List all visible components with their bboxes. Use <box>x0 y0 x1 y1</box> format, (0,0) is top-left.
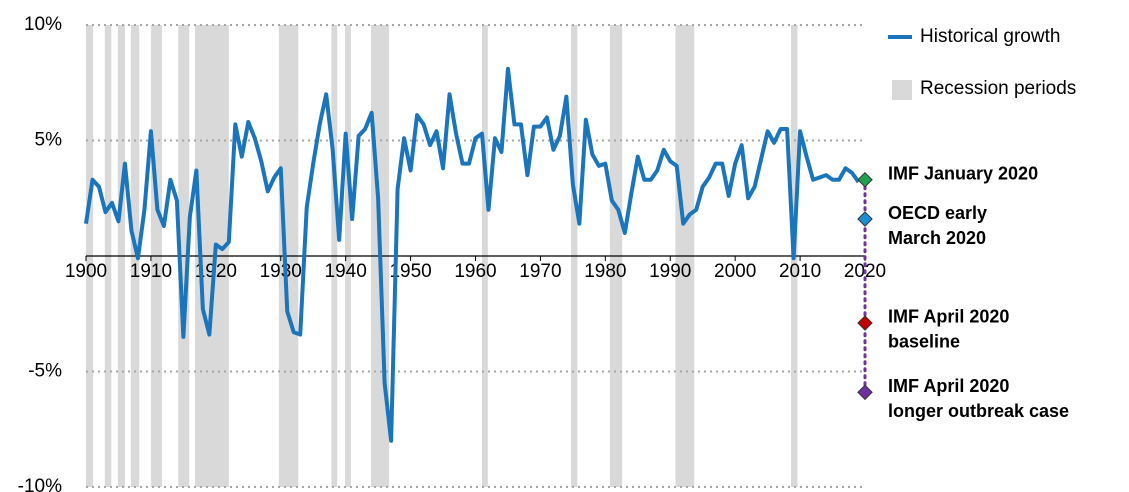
x-tick-label: 1980 <box>584 261 626 282</box>
y-tick-label: -10% <box>18 476 62 492</box>
x-tick-label: 1930 <box>260 261 302 282</box>
x-tick-label: 1960 <box>454 261 496 282</box>
y-tick-label: -5% <box>28 361 62 382</box>
forecast-label: OECD early <box>888 203 987 223</box>
forecast-marker <box>857 384 873 401</box>
legend-label: Historical growth <box>920 26 1060 47</box>
forecast-label: IMF April 2020 <box>888 376 1009 396</box>
forecast-label: IMF April 2020 <box>888 307 1009 327</box>
x-tick-label: 2000 <box>714 261 756 282</box>
x-tick-label: 1970 <box>519 261 561 282</box>
x-tick-label: 1950 <box>389 261 431 282</box>
forecast-marker <box>857 315 873 331</box>
forecast-label: longer outbreak case <box>888 401 1069 421</box>
forecast-label: March 2020 <box>888 228 986 248</box>
series-line <box>84 66 861 443</box>
legend-label: Recession periods <box>920 78 1076 99</box>
x-tick-label: 1940 <box>325 261 367 282</box>
forecast-label: IMF January 2020 <box>888 164 1038 184</box>
forecast-marker <box>857 171 873 188</box>
legend-swatch <box>892 80 912 100</box>
x-tick-label: 1990 <box>649 261 691 282</box>
y-tick-label: 10% <box>24 14 62 35</box>
forecast-label: baseline <box>888 332 960 352</box>
y-tick-label: 5% <box>35 130 63 151</box>
x-tick-label: 1900 <box>65 261 107 282</box>
x-tick-label: 2010 <box>779 261 821 282</box>
forecast-marker <box>857 211 873 227</box>
x-tick-label: 1910 <box>130 261 172 282</box>
